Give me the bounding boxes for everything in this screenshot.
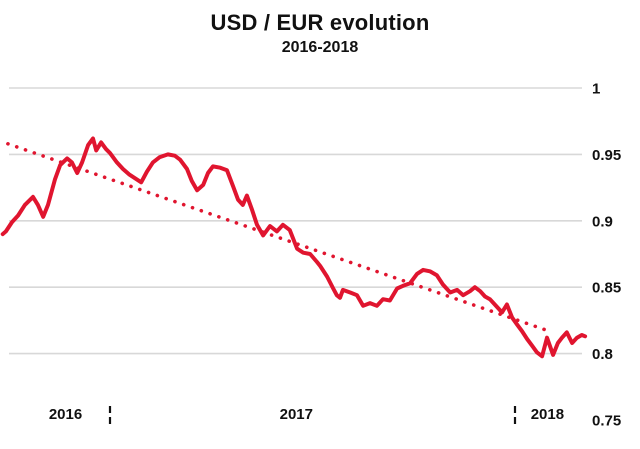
x-axis-label-2017: 2017 [280,406,313,423]
y-axis-label-0.95: 0.95 [592,147,621,164]
y-axis-label-0.85: 0.85 [592,280,621,297]
chart-title: USD / EUR evolution [210,10,430,35]
x-axis-label-2016: 2016 [49,406,82,423]
y-axis-label-1: 1 [592,81,600,98]
rate-line [0,136,588,359]
y-axis-label-0.8: 0.8 [592,346,613,363]
y-axis-label-0.9: 0.9 [592,213,613,230]
y-axis-label-0.75: 0.75 [592,413,621,430]
trend-line [6,142,547,332]
chart-subtitle: 2016-2018 [281,39,359,56]
x-axis-label-2018: 2018 [531,406,564,423]
